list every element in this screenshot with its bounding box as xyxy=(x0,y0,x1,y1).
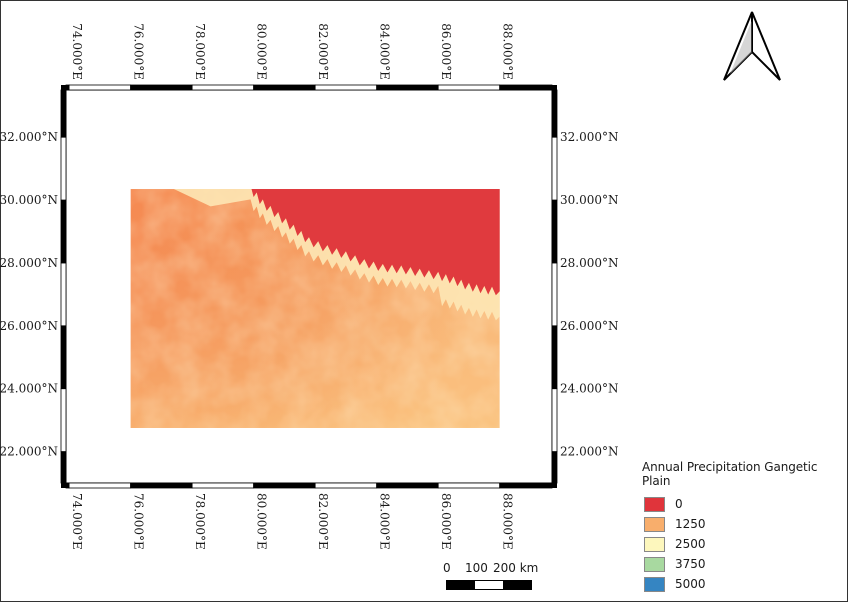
legend-items: 0 1250 2500 3750 5000 xyxy=(642,494,842,594)
lon-label-top: 86.000°E xyxy=(439,23,453,80)
legend-item: 0 xyxy=(642,494,842,514)
scale-bar-segment xyxy=(447,581,475,589)
lat-label-left: 24.000°N xyxy=(0,382,58,396)
scalebar-labels: 0 100 200 km xyxy=(441,561,561,577)
lon-label-bottom: 88.000°E xyxy=(501,493,515,550)
frame-tick-bottom xyxy=(437,482,501,489)
lon-label-top: 74.000°E xyxy=(70,23,84,80)
frame-tick-left xyxy=(60,136,67,201)
frame-tick-top xyxy=(437,84,501,91)
scale-bar-segment xyxy=(503,581,531,589)
lat-label-left: 30.000°N xyxy=(0,193,58,207)
frame-ticks xyxy=(60,84,558,489)
lat-label-right: 22.000°N xyxy=(560,445,619,459)
frame-tick-bottom xyxy=(191,482,255,489)
frame-tick-left xyxy=(60,451,67,484)
legend-label: 5000 xyxy=(675,577,706,591)
frame-corner xyxy=(61,483,66,488)
lon-label-top: 82.000°E xyxy=(316,23,330,80)
legend-label: 0 xyxy=(675,497,683,511)
frame-tick-top xyxy=(130,84,193,91)
raster-red-region xyxy=(251,189,500,296)
legend-item: 3750 xyxy=(642,554,842,574)
frame-tick-bottom xyxy=(65,482,70,489)
frame-tick-right xyxy=(551,325,558,390)
frame-tick-top xyxy=(68,84,131,91)
north-arrow-icon xyxy=(723,11,781,81)
lat-label-right: 24.000°N xyxy=(560,382,619,396)
legend-swatch xyxy=(644,516,665,532)
frame-corner xyxy=(552,483,557,488)
frame-tick-right xyxy=(551,89,558,138)
frame-tick-left xyxy=(60,388,67,452)
legend-swatch xyxy=(644,496,665,512)
legend-swatch xyxy=(644,556,665,572)
scale-bar xyxy=(446,580,532,590)
lon-label-bottom: 84.000°E xyxy=(378,493,392,550)
frame-tick-bottom xyxy=(130,482,193,489)
frame-tick-right xyxy=(551,136,558,201)
scale-bar-segment xyxy=(475,581,503,589)
frame-tick-top xyxy=(499,84,553,91)
frame-tick-top xyxy=(314,84,378,91)
legend-item: 1250 xyxy=(642,514,842,534)
frame-tick-bottom xyxy=(68,482,131,489)
frame-tick-right xyxy=(551,388,558,452)
legend-title: Annual Precipitation Gangetic Plain xyxy=(642,460,818,488)
legend-label: 1250 xyxy=(675,517,706,531)
frame-tick-bottom xyxy=(253,482,316,489)
lat-label-left: 26.000°N xyxy=(0,319,58,333)
scalebar-label-100: 100 xyxy=(465,561,488,575)
frame-tick-left xyxy=(60,89,67,138)
lon-label-bottom: 82.000°E xyxy=(316,493,330,550)
legend-label: 2500 xyxy=(675,537,706,551)
grid-labels: 74.000°E 74.000°E 76.000°E 76.000°E 78.000°E… xyxy=(0,23,619,550)
frame-tick-right xyxy=(551,451,558,484)
lon-label-bottom: 86.000°E xyxy=(439,493,453,550)
frame-tick-bottom xyxy=(314,482,378,489)
lon-label-bottom: 74.000°E xyxy=(70,493,84,550)
frame-corner xyxy=(61,85,66,90)
lat-label-left: 28.000°N xyxy=(0,256,58,270)
frame-corner xyxy=(552,85,557,90)
frame-tick-left xyxy=(60,199,67,264)
lat-label-right: 28.000°N xyxy=(560,256,619,270)
lon-label-top: 78.000°E xyxy=(193,23,207,80)
lat-label-left: 22.000°N xyxy=(0,445,58,459)
lat-label-left: 32.000°N xyxy=(0,130,58,144)
frame-tick-top xyxy=(191,84,255,91)
legend-item: 2500 xyxy=(642,534,842,554)
lon-label-top: 80.000°E xyxy=(255,23,269,80)
frame-tick-right xyxy=(551,262,558,327)
raster-high-band xyxy=(173,189,500,321)
frame-tick-bottom xyxy=(499,482,553,489)
scalebar-label-200km: 200 km xyxy=(493,561,539,575)
legend-swatch xyxy=(644,536,665,552)
scalebar-label-0: 0 xyxy=(443,561,451,575)
lat-label-right: 26.000°N xyxy=(560,319,619,333)
frame-tick-top xyxy=(376,84,439,91)
frame-tick-top xyxy=(253,84,316,91)
legend-label: 3750 xyxy=(675,557,706,571)
frame-tick-bottom xyxy=(376,482,439,489)
lon-label-bottom: 78.000°E xyxy=(193,493,207,550)
lon-label-top: 88.000°E xyxy=(501,23,515,80)
legend-item: 5000 xyxy=(642,574,842,594)
frame-tick-right xyxy=(551,199,558,264)
lon-label-top: 84.000°E xyxy=(378,23,392,80)
lon-label-bottom: 76.000°E xyxy=(132,493,146,550)
frame-tick-top xyxy=(65,84,70,91)
lon-label-top: 76.000°E xyxy=(132,23,146,80)
lat-label-right: 32.000°N xyxy=(560,130,619,144)
lon-label-bottom: 80.000°E xyxy=(255,493,269,550)
legend-swatch xyxy=(644,576,665,592)
legend: Annual Precipitation Gangetic Plain 0 125… xyxy=(642,460,842,594)
frame-tick-left xyxy=(60,262,67,327)
frame-tick-left xyxy=(60,325,67,390)
lat-label-right: 30.000°N xyxy=(560,193,619,207)
precipitation-raster[interactable] xyxy=(130,185,503,428)
